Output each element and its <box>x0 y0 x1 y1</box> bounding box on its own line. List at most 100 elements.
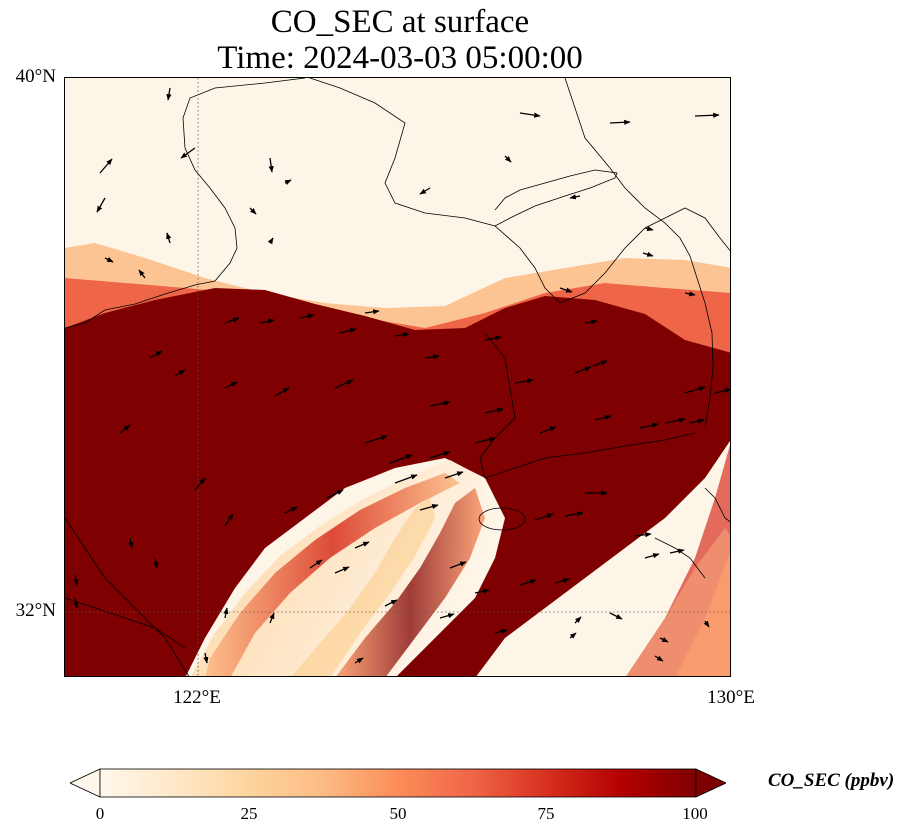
wind-arrow <box>594 414 612 421</box>
colorbar-tick-75: 75 <box>537 804 555 823</box>
wind-arrow <box>609 119 631 125</box>
wind-arrow <box>138 269 146 279</box>
wind-arrow <box>644 226 654 232</box>
wind-arrow <box>389 454 413 464</box>
plume-stripe-1 <box>205 473 460 676</box>
wind-arrow <box>449 561 467 569</box>
wind-arrow <box>639 422 659 429</box>
wind-arrow <box>669 548 685 554</box>
wind-arrow <box>96 197 106 213</box>
wind-arrow <box>268 157 274 173</box>
wind-arrow <box>609 612 623 620</box>
map-time-subtitle: Time: 2024-03-03 05:00:00 <box>217 40 583 76</box>
lat-label-32n: 32°N <box>15 600 56 621</box>
wind-arrow <box>694 112 720 118</box>
wind-arrow <box>224 381 238 389</box>
wind-arrow <box>494 628 508 634</box>
lon-label-122e: 122°E <box>173 687 221 708</box>
wind-arrow <box>689 418 705 424</box>
wind-arrow <box>334 566 350 574</box>
wind-arrow <box>569 632 577 639</box>
colorbar-extend-max <box>695 768 726 798</box>
wind-arrow <box>149 350 163 359</box>
wind-arrow <box>153 557 159 569</box>
map-canvas <box>65 78 730 676</box>
wind-arrow <box>73 597 79 609</box>
colorbar-tick-100: 100 <box>682 804 708 823</box>
wind-arrow <box>684 386 706 394</box>
wind-arrow <box>474 588 490 594</box>
wind-arrow <box>444 471 464 479</box>
wind-arrow <box>249 207 257 215</box>
wind-arrow <box>574 616 582 624</box>
wind-arrow <box>574 366 592 374</box>
wind-arrow <box>299 313 315 319</box>
wind-arrow <box>394 474 418 484</box>
wind-arrow <box>642 251 654 257</box>
wind-arrow <box>419 187 431 195</box>
wind-arrow <box>267 237 274 245</box>
wind-arrow <box>223 607 229 619</box>
wind-vectors <box>73 87 730 664</box>
wind-arrow <box>128 537 134 549</box>
wind-arrow <box>714 387 730 394</box>
wind-arrow <box>334 379 354 389</box>
colorbar-tick-0: 0 <box>95 804 105 823</box>
wind-arrow <box>174 369 186 377</box>
wind-arrow <box>364 309 380 315</box>
colorbar-extend-min <box>70 768 101 798</box>
wind-arrow <box>104 257 114 263</box>
wind-arrow <box>224 317 240 324</box>
gridlines <box>65 78 730 676</box>
wind-arrow <box>439 613 455 619</box>
wind-arrow <box>73 574 79 586</box>
wind-arrow <box>564 511 584 517</box>
wind-arrow <box>394 332 410 338</box>
wind-arrow <box>519 579 537 586</box>
wind-arrow <box>484 335 502 341</box>
wind-arrow <box>194 477 206 491</box>
wind-arrow <box>559 287 573 293</box>
wind-arrow <box>166 87 172 101</box>
wind-arrow <box>364 435 388 444</box>
wind-arrow <box>664 417 686 424</box>
wind-arrow <box>224 513 234 527</box>
wind-arrow <box>554 578 570 584</box>
colorbar-tick-25: 25 <box>240 804 258 823</box>
wind-arrow <box>514 378 534 384</box>
wind-arrow <box>569 194 581 200</box>
wind-arrow <box>659 637 669 643</box>
wind-arrow <box>534 513 554 521</box>
plume-stripe-3 <box>291 498 435 676</box>
wind-arrow <box>684 291 696 297</box>
wind-arrow <box>644 553 660 559</box>
wind-arrow <box>99 158 113 174</box>
wind-arrow <box>166 232 172 244</box>
wind-arrow <box>259 318 275 324</box>
wind-arrow <box>584 319 598 325</box>
lon-label-130e: 130°E <box>707 687 755 708</box>
wind-arrow <box>180 147 196 159</box>
colorbar-tick-50: 50 <box>389 804 407 823</box>
wind-arrow <box>519 112 541 118</box>
wind-arrow <box>634 532 652 538</box>
wind-arrow <box>269 612 275 624</box>
wind-arrow <box>284 506 298 514</box>
wind-arrow <box>284 179 292 185</box>
map-title: CO_SEC at surface <box>270 4 530 40</box>
lat-label-40n: 40°N <box>15 66 56 87</box>
wind-arrow <box>274 387 290 397</box>
wind-arrow <box>474 436 496 444</box>
colorbar-label: CO_SEC (ppbv) <box>768 770 895 791</box>
wind-arrow <box>119 424 131 434</box>
colorbar-gradient <box>99 768 697 798</box>
plume-edge-southeast <box>626 528 730 676</box>
wind-arrow <box>339 327 357 334</box>
plume-edge-east-outer <box>676 553 730 676</box>
wind-arrow <box>203 652 209 664</box>
wind-arrow <box>504 155 512 163</box>
colorbar <box>70 768 726 798</box>
wind-arrow <box>539 426 557 434</box>
wind-arrow <box>592 360 608 367</box>
wind-arrow <box>429 451 451 459</box>
